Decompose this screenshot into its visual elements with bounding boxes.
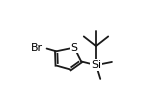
Text: Si: Si — [91, 60, 101, 70]
Text: S: S — [71, 43, 78, 53]
Text: Br: Br — [31, 43, 43, 53]
